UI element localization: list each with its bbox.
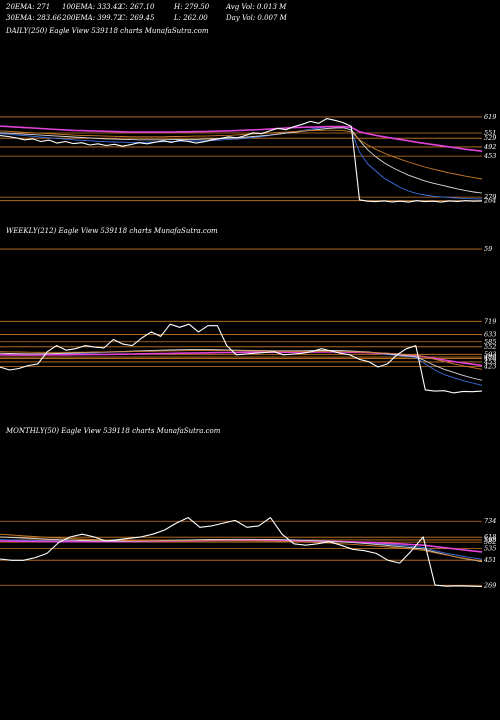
monthly-y-tick-label: 598 [484, 536, 496, 544]
monthly-y-tick-label: 582 [484, 538, 496, 546]
daily-y-tick-label: 492 [483, 143, 496, 151]
monthly-y-tick-label: 535 [484, 545, 496, 553]
daily-ema-line [0, 126, 483, 200]
weekly-ema-line [0, 349, 483, 381]
monthly-y-tick-label: 451 [483, 556, 496, 564]
monthly-chart-title: MONTHLY(50) Eagle View 539118 charts Mun… [6, 427, 221, 435]
header-100ema: 100EMA: 333.42 [62, 3, 122, 11]
daily-y-tick-label: 59 [484, 245, 492, 253]
monthly-y-tick-label: 734 [484, 517, 496, 525]
weekly-y-tick-label: 585 [484, 338, 496, 346]
daily-y-tick-label: 453 [483, 152, 496, 160]
daily-ema-line [0, 127, 483, 194]
daily-chart-title: DAILY(250) Eagle View 539118 charts Muna… [6, 27, 209, 35]
monthly-ema-line [0, 536, 483, 563]
header-20ema: 20EMA: 271 [6, 3, 51, 11]
weekly-ema-line [0, 350, 483, 370]
weekly-y-tick-label: 423 [483, 363, 496, 371]
header-30ema: 30EMA: 283.66 [6, 14, 62, 22]
daily-y-tick-label: 529 [484, 134, 496, 142]
weekly-y-tick-label: 552 [484, 343, 496, 351]
weekly-price-line [0, 323, 483, 394]
monthly-y-tick-label: 269 [483, 581, 496, 589]
weekly-y-tick-label: 476 [483, 354, 496, 362]
header-200ema: 200EMA: 399.72 [62, 14, 122, 22]
header-avg-vol: Avg Vol: 0.013 M [226, 3, 287, 11]
daily-ema-line [0, 129, 483, 180]
monthly-y-tick-label: 618 [484, 533, 496, 541]
header-low: L: 262.00 [174, 14, 208, 22]
monthly-price-line [0, 517, 483, 588]
weekly-y-tick-label: 719 [484, 317, 496, 325]
header-close-2: C: 269.45 [120, 14, 155, 22]
daily-ema-line [0, 125, 483, 152]
weekly-y-tick-label: 633 [484, 330, 496, 338]
monthly-ema-line [0, 533, 483, 562]
daily-y-tick-label: 279 [483, 193, 496, 201]
daily-y-tick-label: 619 [484, 113, 496, 121]
header-day-vol: Day Vol: 0.007 M [226, 14, 287, 22]
daily-y-tick-label: 551 [484, 129, 496, 137]
weekly-chart-title: WEEKLY(212) Eagle View 539118 charts Mun… [6, 227, 218, 235]
header-high: H: 279.50 [174, 3, 210, 11]
weekly-y-tick-label: 503 [484, 350, 496, 358]
header-close-1: C: 267.10 [120, 3, 155, 11]
daily-y-tick-label: 264 [483, 197, 496, 205]
daily-price-line [0, 118, 483, 203]
weekly-y-tick-label: 453 [483, 358, 496, 366]
weekly-y-tick-label: 485 [483, 353, 496, 361]
